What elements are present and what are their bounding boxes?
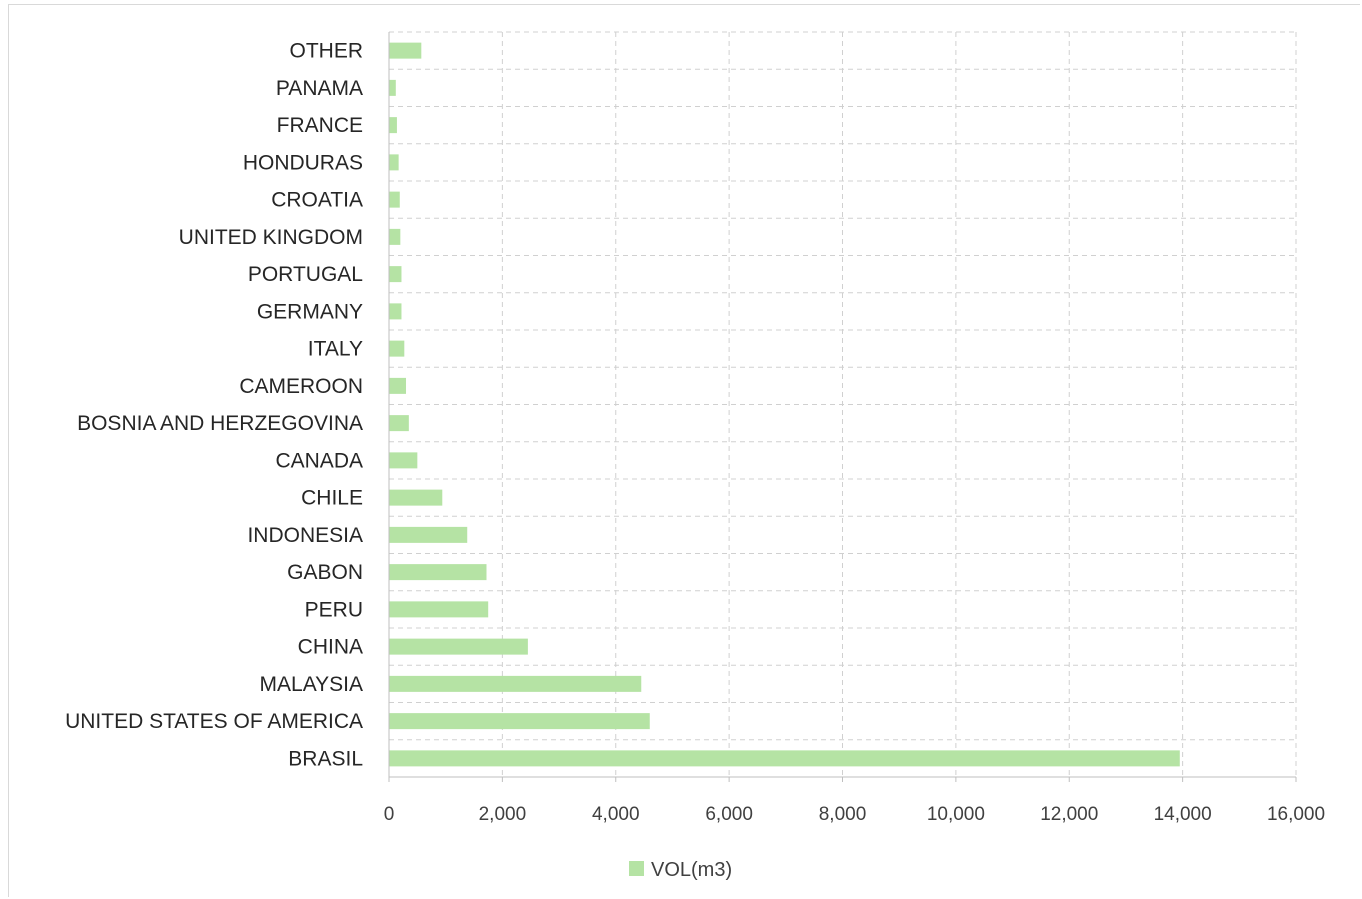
category-label: PANAMA: [276, 77, 363, 100]
category-label: FRANCE: [277, 114, 363, 137]
x-tick-label: 16,000: [1267, 804, 1325, 825]
legend-swatch: [629, 861, 644, 876]
category-label: CROATIA: [271, 189, 363, 212]
category-label: CHILE: [301, 487, 363, 510]
bar: [389, 303, 402, 320]
legend-label: VOL(m3): [651, 859, 732, 881]
gridlines: [389, 31, 1297, 777]
bar: [389, 117, 397, 134]
legend: VOL(m3): [629, 859, 732, 881]
x-tick-label: 8,000: [819, 804, 867, 825]
bar: [389, 154, 399, 171]
bar: [389, 228, 401, 245]
bar: [389, 79, 396, 96]
bar: [389, 526, 468, 543]
category-label: UNITED STATES OF AMERICA: [65, 710, 363, 733]
category-label: PORTUGAL: [248, 263, 363, 286]
bar: [389, 340, 405, 357]
x-tick-label: 6,000: [705, 804, 753, 825]
category-label: BOSNIA AND HERZEGOVINA: [77, 412, 363, 435]
category-label: INDONESIA: [247, 524, 363, 547]
category-label: UNITED KINGDOM: [179, 226, 363, 249]
bar: [389, 377, 407, 394]
category-label: CANADA: [275, 449, 363, 472]
category-label: BRASIL: [288, 747, 363, 770]
bar: [389, 489, 443, 506]
x-tick-label: 12,000: [1040, 804, 1098, 825]
bar: [389, 750, 1180, 767]
chart-frame: [8, 4, 1360, 897]
bar: [389, 601, 489, 618]
x-tick-label: 0: [384, 804, 395, 825]
x-tick-label: 2,000: [479, 804, 527, 825]
category-labels: BRASIL UNITED STATES OF AMERICA MALAYSIA CH…: [65, 40, 363, 771]
bar: [389, 191, 400, 208]
category-label: OTHER: [290, 40, 364, 63]
bar: [389, 266, 402, 283]
bar: [389, 415, 409, 432]
x-tick-labels: 0 2,000 4,000 6,000 8,000 10,000 12,000 14,000 1…: [384, 804, 1325, 825]
category-label: CHINA: [298, 636, 363, 659]
category-label: CAMEROON: [239, 375, 363, 398]
category-label: PERU: [305, 598, 363, 621]
bar: [389, 638, 528, 655]
category-label: MALAYSIA: [260, 673, 363, 696]
category-label: GABON: [287, 561, 363, 584]
category-label: GERMANY: [257, 300, 363, 323]
category-label: ITALY: [308, 338, 363, 361]
bar: [389, 452, 418, 469]
x-tick-label: 14,000: [1154, 804, 1212, 825]
category-label: HONDURAS: [243, 151, 363, 174]
bar: [389, 675, 642, 692]
bar: [389, 564, 487, 581]
bar: [389, 713, 650, 730]
bar: [389, 42, 422, 59]
x-tick-label: 10,000: [927, 804, 985, 825]
bars: [389, 42, 1180, 767]
axes: [388, 32, 1297, 782]
x-tick-label: 4,000: [592, 804, 640, 825]
